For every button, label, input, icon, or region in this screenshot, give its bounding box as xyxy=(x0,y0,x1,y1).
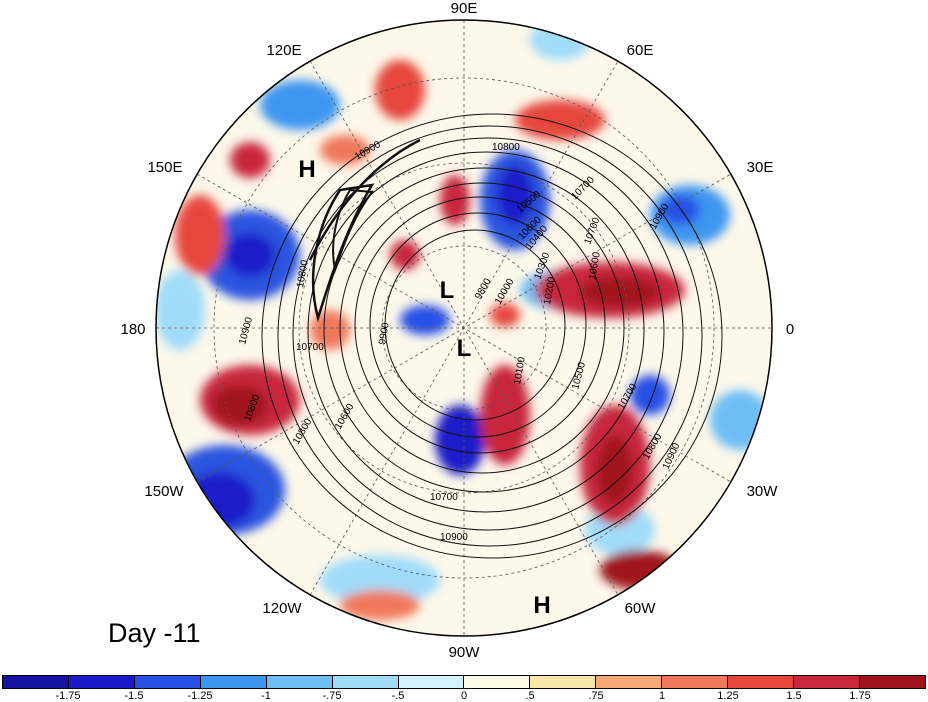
colorbar-cell xyxy=(662,676,729,688)
high-marker: H xyxy=(533,592,550,619)
colorbar-cell xyxy=(859,676,925,688)
contour-label: 10900 xyxy=(440,532,468,543)
colorbar-cell xyxy=(530,676,597,688)
colorbar-cell xyxy=(266,676,333,688)
lon-label-180: 180 xyxy=(120,321,145,338)
colorbar-tick-label: -.5 xyxy=(391,690,405,702)
low-marker: L xyxy=(457,335,472,362)
lon-label-60e: 60E xyxy=(627,42,654,59)
colorbar-tick-label: -1 xyxy=(261,690,271,702)
contour-label: 10100 xyxy=(512,356,528,386)
colorbar xyxy=(2,675,926,689)
colorbar-cell xyxy=(794,676,860,688)
colorbar-cell xyxy=(332,676,399,688)
high-marker: H xyxy=(298,156,315,183)
lon-label-90w: 90W xyxy=(449,644,481,661)
colorbar-tick-label: 1.5 xyxy=(786,690,802,702)
colorbar-cell xyxy=(134,676,201,688)
day-label: Day -11 xyxy=(108,618,201,648)
lon-label-150e: 150E xyxy=(147,159,182,176)
lon-label-30w: 30W xyxy=(747,483,779,500)
height-contours xyxy=(261,113,723,559)
colorbar-cell xyxy=(728,676,795,688)
colorbar-tick-label: -1.75 xyxy=(55,690,81,702)
colorbar-tick-label: -.75 xyxy=(322,690,342,702)
lon-label-30e: 30E xyxy=(747,159,774,176)
colorbar-tick-label: 1.25 xyxy=(717,690,739,702)
colorbar-labels: -1.75 -1.5 -1.25 -1 -.75 -.5 0 .5 .75 1 1.25 1.5 1.7… xyxy=(0,690,928,702)
colorbar-cell xyxy=(200,676,267,688)
contour-label: 10800 xyxy=(492,142,520,153)
contour-label: 10800 xyxy=(295,259,311,289)
contour-label: 9900 xyxy=(377,321,392,345)
lon-label-60w: 60W xyxy=(625,600,657,617)
colorbar-cell xyxy=(3,676,69,688)
colorbar-tick-label: .75 xyxy=(588,690,604,702)
lon-label-120e: 120E xyxy=(266,42,301,59)
colorbar-tick-label: .5 xyxy=(525,690,535,702)
colorbar-tick-label: 1 xyxy=(658,690,666,702)
colorbar-tick-label: 0 xyxy=(460,690,468,702)
contour-label: 10200 xyxy=(542,276,558,306)
map-border xyxy=(155,19,773,637)
contour-label: 10700 xyxy=(430,492,458,503)
colorbar-tick-label: -1.25 xyxy=(187,690,213,702)
contour-label: 10700 xyxy=(296,342,324,353)
colorbar-tick-label: -1.5 xyxy=(124,690,144,702)
low-marker: L xyxy=(440,277,455,304)
colorbar-cell xyxy=(398,676,465,688)
pressure-systems: H L L H xyxy=(298,156,550,619)
colorbar-tick-label: 1.75 xyxy=(849,690,871,702)
lon-label-90e: 90E xyxy=(451,0,478,17)
contour-label: 10600 xyxy=(587,251,603,281)
graticule xyxy=(156,20,772,636)
lon-label-120w: 120W xyxy=(262,600,302,617)
longitude-labels: 90E 60E 30E 0 30W 60W 90W 120W 150W 180 … xyxy=(120,0,794,661)
colorbar-cell xyxy=(464,676,531,688)
lon-label-0: 0 xyxy=(786,321,794,338)
colorbar-cell xyxy=(596,676,663,688)
colorbar-cell xyxy=(68,676,135,688)
lon-label-150w: 150W xyxy=(144,483,184,500)
